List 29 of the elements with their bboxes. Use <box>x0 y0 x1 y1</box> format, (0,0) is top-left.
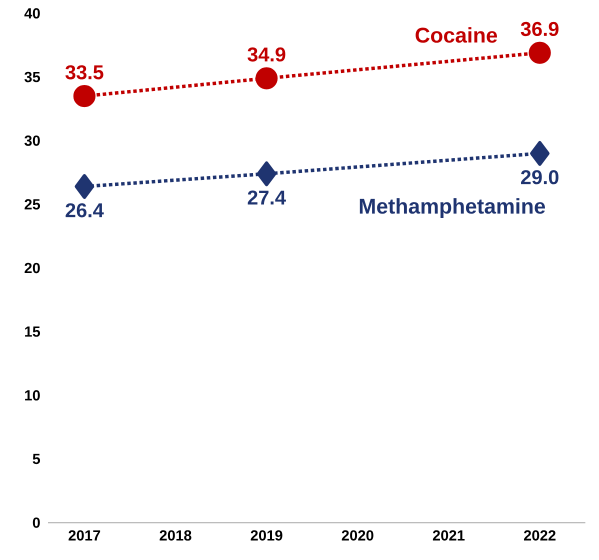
x-tick-label: 2021 <box>432 530 465 541</box>
data-label: 27.4 <box>248 190 286 204</box>
y-tick-label: 30 <box>24 135 40 146</box>
point <box>74 174 94 199</box>
series-label: Methamphetamine <box>360 198 546 218</box>
series-label: Cocaine <box>416 27 498 43</box>
y-tick-label: 20 <box>24 262 40 274</box>
data-label: 29.0 <box>521 170 558 184</box>
data-label: 36.9 <box>520 22 559 36</box>
x-tick-label: 2022 <box>524 530 556 541</box>
y-tick-label: 0 <box>32 517 40 528</box>
x-tick-label: 2018 <box>160 530 192 541</box>
y-tick-label: 40 <box>24 8 40 19</box>
data-label: 26.4 <box>66 203 104 218</box>
point <box>256 67 278 90</box>
point <box>256 161 276 186</box>
y-tick-label: 15 <box>25 326 40 337</box>
point <box>530 140 550 166</box>
data-label: 33.5 <box>65 65 104 80</box>
point <box>73 85 96 108</box>
y-tick-label: 35 <box>24 72 40 82</box>
x-tick-label: 2017 <box>68 530 100 541</box>
y-tick-label: 25 <box>24 199 40 210</box>
y-tick-label: 10 <box>25 390 40 401</box>
x-tick-label: 2020 <box>342 530 374 541</box>
data-label: 34.9 <box>248 47 286 62</box>
y-tick-label: 5 <box>32 454 40 464</box>
x-tick-label: 2019 <box>250 530 282 541</box>
point <box>528 42 551 64</box>
